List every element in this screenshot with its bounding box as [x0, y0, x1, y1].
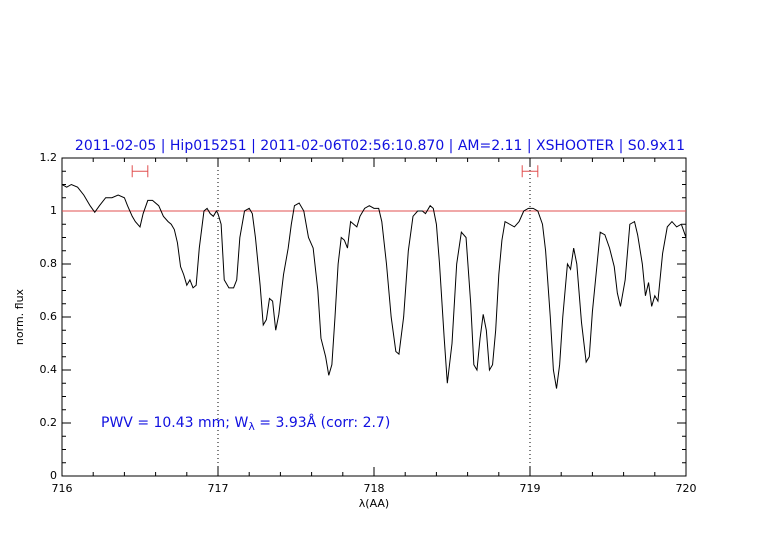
annotation: PWV = 10.43 mm; Wλ = 3.93Å (corr: 2.7) — [101, 414, 390, 433]
annotation-part: = 3.93Å (corr: 2.7) — [255, 414, 390, 431]
x-tick-label: 719 — [520, 482, 541, 495]
x-axis-label: λ(AA) — [359, 497, 389, 510]
y-tick-label: 0.6 — [40, 310, 58, 323]
range-marker — [131, 165, 149, 178]
y-tick-label: 1.2 — [40, 151, 58, 164]
x-tick-label: 717 — [208, 482, 229, 495]
range-marker — [521, 165, 539, 178]
y-axis-label: norm. flux — [13, 288, 26, 345]
y-tick-label: 0.2 — [40, 416, 58, 429]
annotation-part: λ — [248, 420, 255, 433]
x-tick-label: 716 — [52, 482, 73, 495]
y-tick-label: 0.8 — [40, 257, 58, 270]
x-tick-label: 718 — [364, 482, 385, 495]
y-tick-label: 1 — [50, 204, 57, 217]
annotation-part: PWV = 10.43 mm; W — [101, 415, 248, 431]
y-tick-label: 0.4 — [40, 363, 58, 376]
y-tick-label: 0 — [50, 469, 57, 482]
x-tick-label: 720 — [676, 482, 697, 495]
chart-title: 2011-02-05 | Hip015251 | 2011-02-06T02:5… — [75, 138, 685, 154]
spectrum-line — [61, 183, 687, 389]
